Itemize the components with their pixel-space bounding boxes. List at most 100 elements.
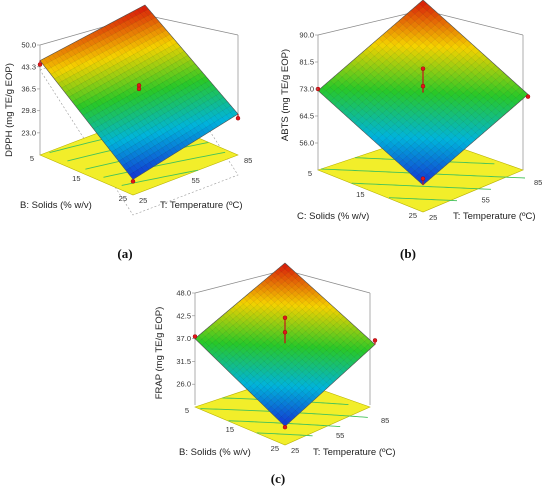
mesh-line-a	[64, 34, 171, 93]
z-tick-label-b-2: 73.0	[299, 85, 314, 94]
mesh-line-c	[236, 303, 327, 389]
mesh-line-a	[68, 38, 174, 98]
mesh-line-c	[246, 309, 338, 390]
z-tick-labels-c: 26.0 31.5 37.0 42.5 48.0	[176, 289, 195, 389]
x-tick-label-c-0: 25	[291, 446, 299, 455]
mesh-line-c	[253, 316, 344, 397]
mesh-line-b	[334, 76, 440, 172]
mesh-line-c	[222, 287, 313, 366]
surface-mesh-c	[194, 262, 376, 427]
mesh-line-a	[72, 43, 166, 160]
mesh-line-c	[201, 269, 293, 346]
z-axis-title-a: DPPH (mg TE/g EOP)	[4, 63, 15, 157]
z-tick-label-b-3: 81.5	[299, 58, 314, 67]
response-surface-a	[39, 4, 239, 180]
mesh-line-a	[89, 63, 196, 125]
mesh-line-a	[54, 21, 160, 80]
mesh-line-c	[232, 306, 324, 392]
mesh-line-c	[274, 271, 365, 355]
design-point-a-1	[235, 116, 241, 121]
x-tick-label-c-2: 85	[381, 416, 389, 425]
mesh-line-b	[342, 21, 448, 113]
mesh-line-a	[50, 17, 156, 75]
mesh-line-c	[201, 332, 293, 421]
y-tick-label-b-1: 15	[356, 190, 364, 199]
y-tick-labels-b: 5 15 25	[308, 169, 417, 220]
mesh-line-c	[274, 334, 365, 417]
mesh-line-c	[264, 280, 355, 364]
mesh-line-b	[338, 73, 444, 168]
mesh-line-a	[124, 15, 218, 127]
surface-outline-c	[194, 262, 376, 427]
mesh-line-b	[374, 41, 480, 137]
mesh-line-c	[267, 277, 358, 361]
x-tick-label-b-1: 55	[482, 196, 490, 205]
z-axis-title-b: ABTS (mg TE/g EOP)	[280, 49, 291, 141]
design-points-a	[37, 60, 241, 184]
z-tick-labels-a: 23.0 29.8 36.5 43.3 50.0	[21, 41, 40, 137]
z-tick-label-c-2: 37.0	[176, 334, 191, 343]
mesh-line-b	[386, 61, 492, 153]
mesh-line-b	[354, 59, 460, 154]
mesh-line-c	[222, 315, 313, 402]
mesh-line-b	[358, 36, 464, 128]
mesh-line-a	[96, 30, 190, 145]
mesh-line-a	[132, 11, 227, 122]
z-tick-label-b-0: 56.0	[299, 139, 314, 148]
y-tick-label-c-2: 25	[271, 444, 279, 453]
mesh-line-b	[338, 18, 444, 109]
mesh-line-b	[414, 87, 521, 178]
y-tick-label-c-1: 15	[226, 425, 234, 434]
mesh-line-a	[128, 13, 222, 125]
mesh-line-b	[418, 90, 525, 182]
y-tick-label-b-2: 25	[409, 211, 417, 220]
z-tick-label-c-1: 31.5	[176, 357, 191, 366]
y-tick-label-a-0: 5	[30, 154, 34, 163]
mesh-line-c	[219, 318, 310, 405]
mesh-line-c	[246, 294, 338, 380]
mesh-line-b	[342, 69, 448, 165]
mesh-line-c	[215, 321, 306, 408]
mesh-line-b	[358, 55, 464, 151]
mesh-line-a	[76, 41, 170, 157]
mesh-line-b	[346, 25, 452, 117]
design-point-c-4	[192, 334, 198, 339]
mesh-line-b	[321, 3, 428, 95]
mesh-line-c	[212, 278, 303, 356]
mesh-line-b	[382, 34, 488, 130]
mesh-line-a	[100, 28, 194, 142]
mesh-line-a	[118, 97, 224, 162]
mesh-line-a	[79, 50, 185, 112]
mesh-line-c	[226, 291, 317, 370]
mesh-line-c	[257, 319, 348, 400]
x-axis-title-a: T: Temperature (ºC)	[160, 200, 243, 211]
mesh-line-c	[226, 312, 317, 399]
mesh-line-b	[378, 38, 484, 133]
mesh-line-b	[402, 76, 508, 167]
z-tick-label-a-2: 36.5	[21, 84, 36, 93]
mesh-line-a	[80, 39, 174, 155]
panel-label-a: (a)	[117, 246, 132, 261]
y-tick-label-a-2: 25	[119, 194, 127, 203]
mesh-line-b	[406, 13, 512, 109]
z-tick-label-a-4: 50.0	[21, 41, 36, 50]
design-point-b-1	[420, 83, 426, 89]
x-tick-label-a-2: 85	[244, 156, 252, 165]
mesh-line-a	[104, 80, 210, 143]
z-tick-label-a-3: 43.3	[21, 62, 36, 71]
mesh-line-b	[394, 24, 500, 119]
design-points-c	[192, 315, 378, 430]
mesh-line-a	[51, 54, 146, 172]
mesh-line-c	[250, 291, 341, 377]
mesh-line-b	[350, 28, 456, 120]
mesh-line-c	[277, 338, 369, 420]
mesh-line-a	[64, 47, 158, 165]
mesh-line-c	[260, 283, 351, 367]
design-point-b-0	[420, 66, 426, 71]
mesh-line-b	[414, 6, 521, 102]
response-surface-c	[194, 262, 376, 427]
panel-c-chart: 26.0 31.5 37.0 42.5 48.0 5 15 25 25 55 85 FRAP (…	[154, 262, 396, 486]
mesh-line-c	[257, 286, 348, 370]
mesh-line-c	[198, 335, 289, 424]
